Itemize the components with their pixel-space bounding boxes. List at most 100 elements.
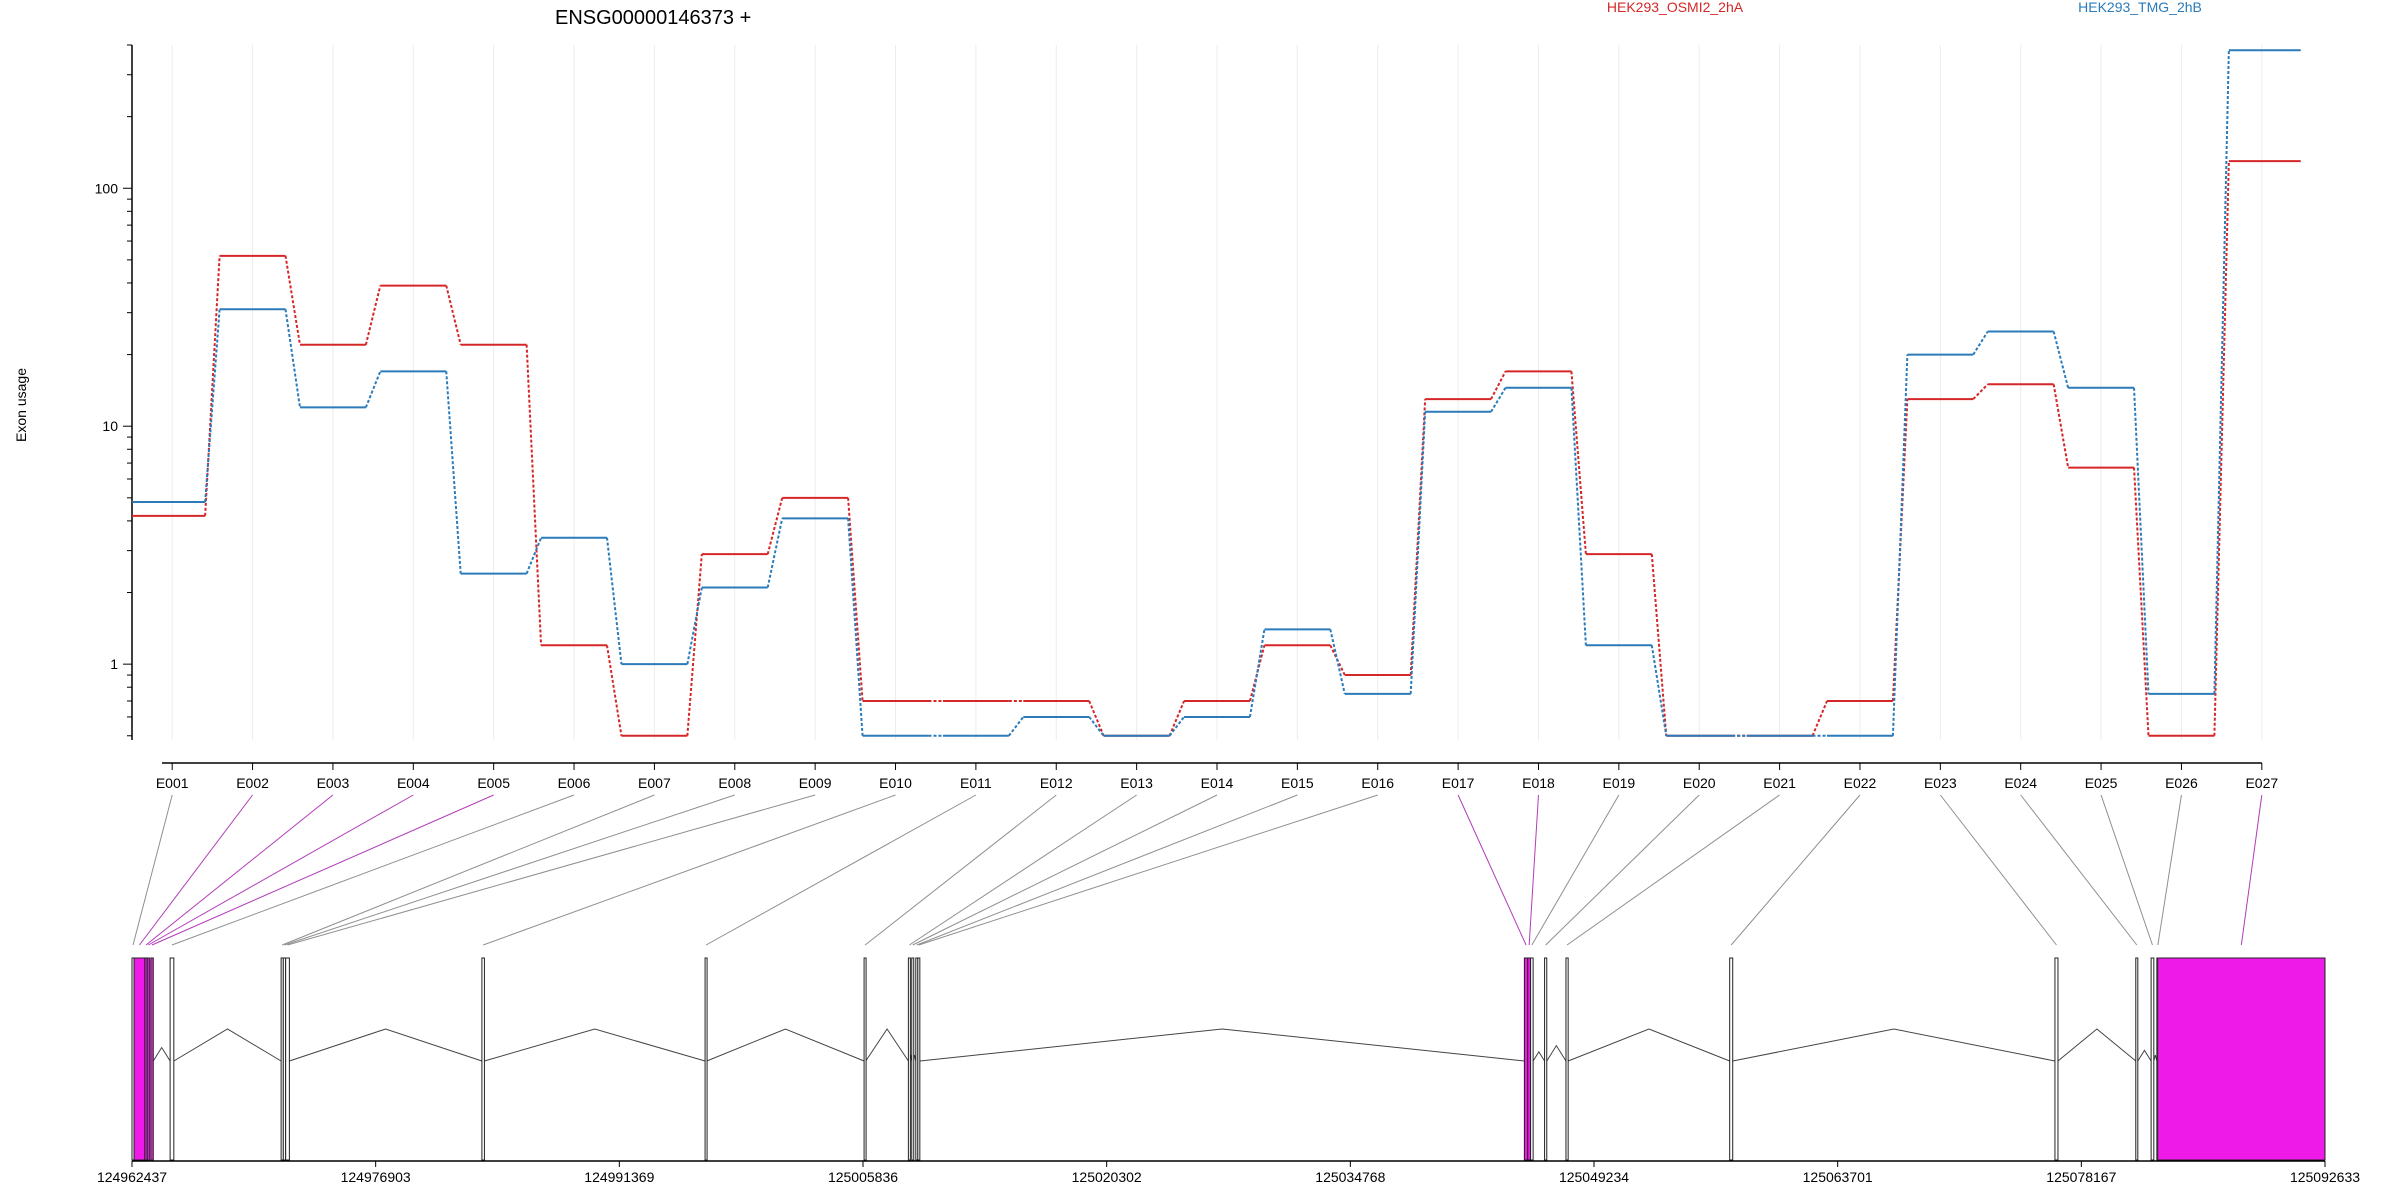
x-tick-label-e022: E022: [1844, 775, 1877, 791]
connector-e023: [1939, 794, 2057, 946]
y-axis: 1 10 100: [95, 44, 133, 740]
coordinate-tick-label: 125063701: [1803, 1169, 1873, 1185]
x-tick-label-e026: E026: [2165, 775, 2198, 791]
transition-segment: [1088, 700, 1105, 737]
intron-line: [1532, 1050, 1545, 1062]
transition-segment: [525, 344, 543, 646]
transition-segment: [2133, 387, 2150, 694]
x-tick-label-e011: E011: [960, 775, 992, 791]
transition-segment: [1972, 330, 1989, 356]
connector-e018: [1528, 794, 1539, 946]
y-tick-label: 100: [95, 180, 119, 196]
transition-segment: [1168, 716, 1185, 737]
transition-segment: [1570, 371, 1587, 555]
x-tick-label-e002: E002: [236, 775, 269, 791]
transition-segment: [1972, 383, 1989, 400]
exon-e027: [2157, 957, 2326, 1161]
transition-segment: [1811, 700, 1828, 737]
transition-segment: [1650, 554, 1668, 736]
exon-e011: [704, 957, 708, 1161]
connector-e006: [171, 794, 575, 946]
transition-segment: [1570, 387, 1587, 646]
exon-e023: [2054, 957, 2059, 1161]
connector-e019: [1531, 794, 1620, 946]
x-tick-label-e007: E007: [638, 775, 671, 791]
x-tick-label-e013: E013: [1120, 775, 1153, 791]
coordinate-tick-label: 125078167: [2046, 1169, 2116, 1185]
x-tick-label-e003: E003: [317, 775, 350, 791]
transition-segment: [525, 537, 543, 575]
connector-e025: [2100, 794, 2153, 946]
transition-segment: [445, 371, 462, 574]
gene-model: [131, 957, 2326, 1161]
transition-segment: [2213, 161, 2230, 736]
connector-e002: [139, 794, 253, 946]
transition-segment: [2052, 331, 2070, 389]
coordinate-tick-label: 125049234: [1559, 1169, 1629, 1185]
transition-segment: [1490, 370, 1507, 400]
x-tick-label-e012: E012: [1040, 775, 1073, 791]
exon-e005: [150, 957, 154, 1161]
connector-e012: [864, 794, 1057, 946]
coordinate-tick-label: 124976903: [341, 1169, 411, 1185]
x-tick-label-e019: E019: [1603, 775, 1636, 791]
connector-e010: [482, 794, 896, 946]
connector-e007: [282, 794, 655, 946]
exon-e010: [481, 957, 485, 1161]
legend-label-series-2: HEK293_TMG_2hB: [2078, 0, 2202, 15]
transition-segment: [686, 587, 703, 665]
coordinate-tick-label: 124991369: [584, 1169, 654, 1185]
transition-segment: [445, 285, 462, 345]
connector-e016: [918, 794, 1378, 946]
chart-title: ENSG00000146373 +: [555, 7, 751, 29]
transition-segment: [284, 255, 301, 345]
x-tick-label-e023: E023: [1924, 775, 1957, 791]
exon-e025: [2150, 957, 2155, 1161]
series-2: [132, 49, 2301, 737]
connector-e024: [2020, 794, 2138, 946]
intron-line: [706, 1028, 865, 1062]
transition-segment: [364, 370, 382, 408]
intron-line: [2153, 1054, 2158, 1062]
connector-e008: [284, 794, 735, 946]
exon-e024: [2135, 957, 2139, 1161]
exon-e009: [285, 957, 290, 1161]
intron-line: [289, 1028, 483, 1062]
x-tick-label-e017: E017: [1442, 775, 1475, 791]
x-gridlines: [171, 45, 2263, 740]
x-tick-label-e004: E004: [397, 775, 430, 791]
connector-e021: [1566, 794, 1780, 946]
transition-segment: [284, 309, 301, 408]
transition-segment: [1490, 387, 1507, 413]
exon-e021: [1565, 957, 1569, 1161]
transition-segment: [605, 537, 623, 665]
exon-e020: [1544, 957, 1548, 1161]
transition-segment: [364, 285, 382, 345]
transition-segment: [1409, 399, 1427, 676]
transition-segment: [847, 497, 864, 702]
coordinate-tick-label: 124962437: [97, 1169, 167, 1185]
x-tick-label-e009: E009: [799, 775, 832, 791]
transition-segment: [1088, 716, 1105, 737]
intron-line: [484, 1028, 706, 1062]
transition-segment: [1650, 645, 1668, 736]
x-tick-label-e014: E014: [1201, 775, 1234, 791]
connector-e001: [132, 794, 173, 946]
y-axis-label: Exon usage: [13, 368, 29, 442]
transition-segment: [2052, 384, 2070, 468]
exon-e004: [146, 957, 150, 1161]
connector-e004: [148, 794, 414, 946]
connector-e027: [2240, 794, 2263, 946]
transition-segment: [1008, 716, 1025, 737]
exon-e013: [907, 957, 911, 1161]
y-tick-label: 10: [102, 418, 118, 434]
connector-e009: [287, 794, 816, 946]
transition-segment: [1409, 411, 1427, 694]
connector-e020: [1545, 794, 1700, 946]
x-tick-label-e027: E027: [2245, 775, 2278, 791]
x-tick-label-e025: E025: [2085, 775, 2118, 791]
transition-segment: [1168, 700, 1185, 737]
connector-e015: [916, 794, 1298, 946]
x-axis: E001 E002 E003 E004 E005 E006 E007 E008 E009 E010…: [156, 762, 2278, 791]
